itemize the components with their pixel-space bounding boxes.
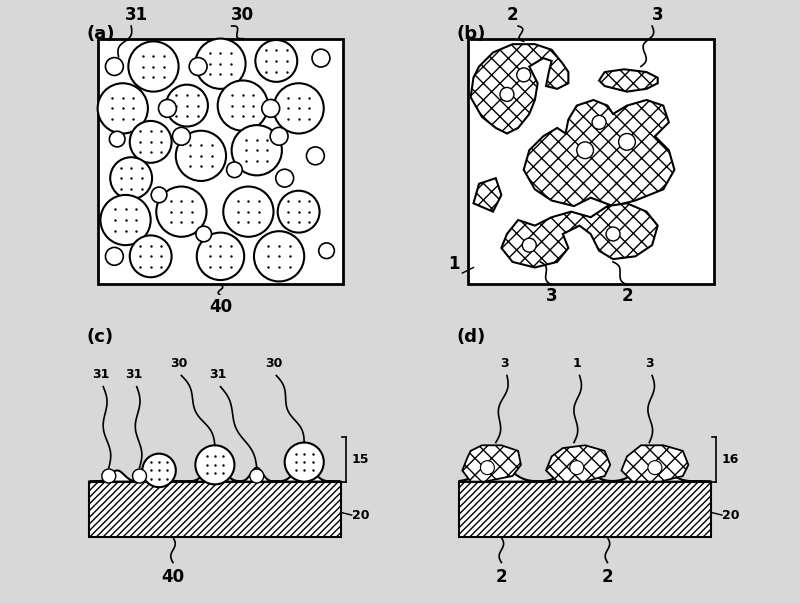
Circle shape [98,83,148,133]
Bar [90,482,341,537]
Text: 30: 30 [265,357,282,370]
Text: 3: 3 [546,287,558,305]
Circle shape [176,131,226,181]
Text: 2: 2 [495,568,507,586]
Polygon shape [462,445,521,482]
Text: (b): (b) [457,25,486,43]
Text: 1: 1 [448,255,460,273]
Text: 2: 2 [506,6,518,24]
Circle shape [517,68,530,82]
Circle shape [102,469,116,483]
Text: 2: 2 [621,287,633,305]
Polygon shape [546,445,610,482]
Text: 30: 30 [231,6,254,24]
Circle shape [197,233,244,280]
Circle shape [522,238,536,252]
Circle shape [276,169,294,187]
Circle shape [110,131,125,147]
Circle shape [606,227,620,241]
Circle shape [648,461,662,475]
Circle shape [106,57,123,75]
Circle shape [101,195,150,245]
Polygon shape [470,44,568,133]
Circle shape [500,87,514,101]
Text: 3: 3 [645,357,654,370]
Circle shape [262,99,280,118]
Polygon shape [459,462,710,482]
Circle shape [190,57,207,75]
Circle shape [618,133,635,150]
Circle shape [156,186,206,237]
Circle shape [278,191,319,233]
Text: 30: 30 [170,357,187,370]
Circle shape [218,80,268,131]
Polygon shape [474,178,502,212]
Bar [468,39,714,284]
Polygon shape [524,100,674,206]
Text: 31: 31 [125,6,148,24]
Text: 31: 31 [209,368,226,381]
Circle shape [274,83,324,133]
Polygon shape [599,69,658,92]
Polygon shape [90,462,341,482]
Circle shape [130,121,172,163]
Circle shape [312,49,330,67]
Circle shape [481,461,494,475]
Text: (c): (c) [86,328,114,346]
Bar [98,39,343,284]
Text: 16: 16 [722,453,739,466]
Circle shape [577,142,594,159]
Text: 20: 20 [722,508,739,522]
Text: 2: 2 [602,568,614,586]
Circle shape [254,231,304,282]
Text: 15: 15 [352,453,369,466]
Circle shape [195,39,246,89]
Text: 31: 31 [126,368,142,381]
Circle shape [255,40,298,82]
Circle shape [318,243,334,259]
Circle shape [110,157,152,199]
Circle shape [195,445,234,484]
Text: 3: 3 [500,357,509,370]
Polygon shape [622,445,688,482]
Polygon shape [502,203,658,268]
Text: 20: 20 [352,508,369,522]
Circle shape [151,187,167,203]
Circle shape [232,125,282,175]
Circle shape [570,461,584,475]
Circle shape [250,469,264,483]
Text: (a): (a) [86,25,115,43]
Circle shape [223,186,274,237]
Circle shape [142,453,176,487]
Circle shape [133,469,146,483]
Circle shape [196,226,211,242]
Circle shape [106,247,123,265]
Circle shape [166,84,208,127]
Text: 31: 31 [92,368,109,381]
Circle shape [226,162,242,178]
Circle shape [173,127,190,145]
Circle shape [130,235,172,277]
Circle shape [285,443,324,482]
Text: 1: 1 [572,357,581,370]
Circle shape [158,99,176,118]
Circle shape [306,147,324,165]
Text: 40: 40 [162,568,185,586]
Text: 3: 3 [652,6,663,24]
Bar [459,482,710,537]
Circle shape [128,42,178,92]
Text: 40: 40 [209,298,232,316]
Circle shape [270,127,288,145]
Circle shape [592,115,606,129]
Text: (d): (d) [457,328,486,346]
